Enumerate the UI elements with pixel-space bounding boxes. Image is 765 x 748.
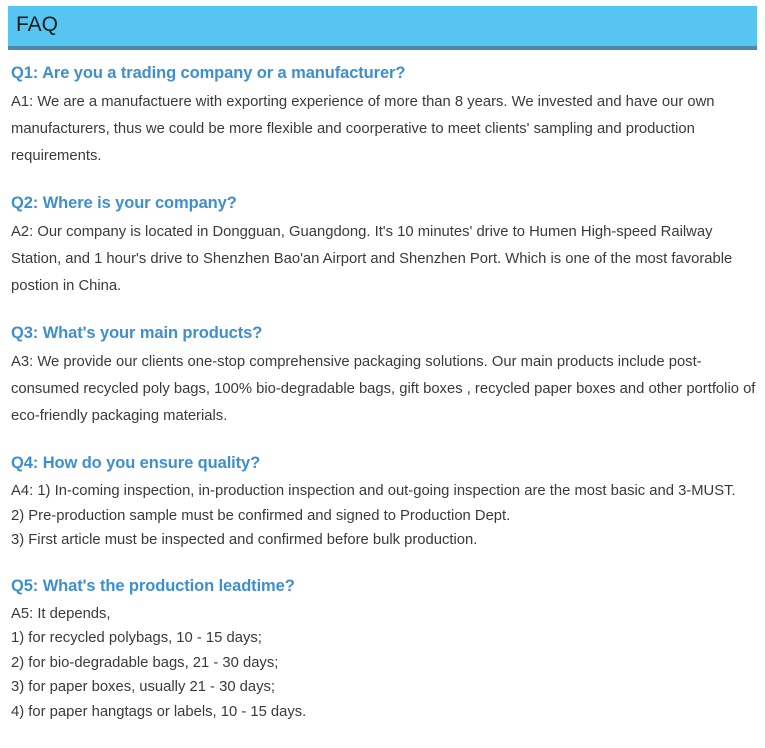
faq-answer-q2: A2: Our company is located in Dongguan, … [11, 219, 756, 300]
faq-answer-line: A5: It depends, [11, 605, 111, 622]
faq-answer-line: 4) for paper hangtags or labels, 10 - 15… [11, 703, 307, 720]
faq-question-q3: Q3: What's your main products? [11, 324, 263, 342]
faq-answer-line: A1: We are a manufactuere with exporting… [11, 94, 715, 164]
faq-answer-q5: A5: It depends, 1) for recycled polybags… [11, 602, 756, 725]
faq-item-q1: Q1: Are you a trading company or a manuf… [11, 62, 756, 170]
faq-answer-line: A4: 1) In-coming inspection, in-producti… [11, 483, 736, 499]
faq-answer-line: A2: Our company is located in Dongguan, … [11, 224, 733, 294]
faq-item-q3: Q3: What's your main products? A3: We pr… [11, 322, 756, 430]
faq-answer-line: 2) for bio-degradable bags, 21 - 30 days… [11, 654, 279, 671]
faq-banner-title: FAQ [16, 13, 59, 36]
faq-question-q2: Q2: Where is your company? [11, 194, 237, 212]
faq-answer-q3: A3: We provide our clients one-stop comp… [11, 349, 756, 430]
faq-item-q5: Q5: What's the production leadtime? A5: … [11, 575, 756, 725]
faq-item-q4: Q4: How do you ensure quality? A4: 1) In… [11, 452, 756, 553]
faq-answer-q1: A1: We are a manufactuere with exporting… [11, 89, 756, 170]
faq-answer-q4: A4: 1) In-coming inspection, in-producti… [11, 479, 756, 553]
faq-question-q5: Q5: What's the production leadtime? [11, 576, 295, 595]
faq-question-q4: Q4: How do you ensure quality? [11, 454, 261, 472]
faq-list: Q1: Are you a trading company or a manuf… [11, 62, 756, 724]
faq-answer-line: 1) for recycled polybags, 10 - 15 days; [11, 630, 262, 646]
faq-answer-line: A3: We provide our clients one-stop comp… [11, 354, 756, 424]
faq-answer-line: 2) Pre-production sample must be confirm… [11, 507, 511, 524]
faq-banner: FAQ [8, 6, 757, 50]
faq-item-q2: Q2: Where is your company? A2: Our compa… [11, 192, 756, 300]
faq-answer-line: 3) First article must be inspected and c… [11, 532, 478, 548]
faq-question-q1: Q1: Are you a trading company or a manuf… [11, 64, 406, 82]
faq-answer-line: 3) for paper boxes, usually 21 - 30 days… [11, 679, 276, 695]
